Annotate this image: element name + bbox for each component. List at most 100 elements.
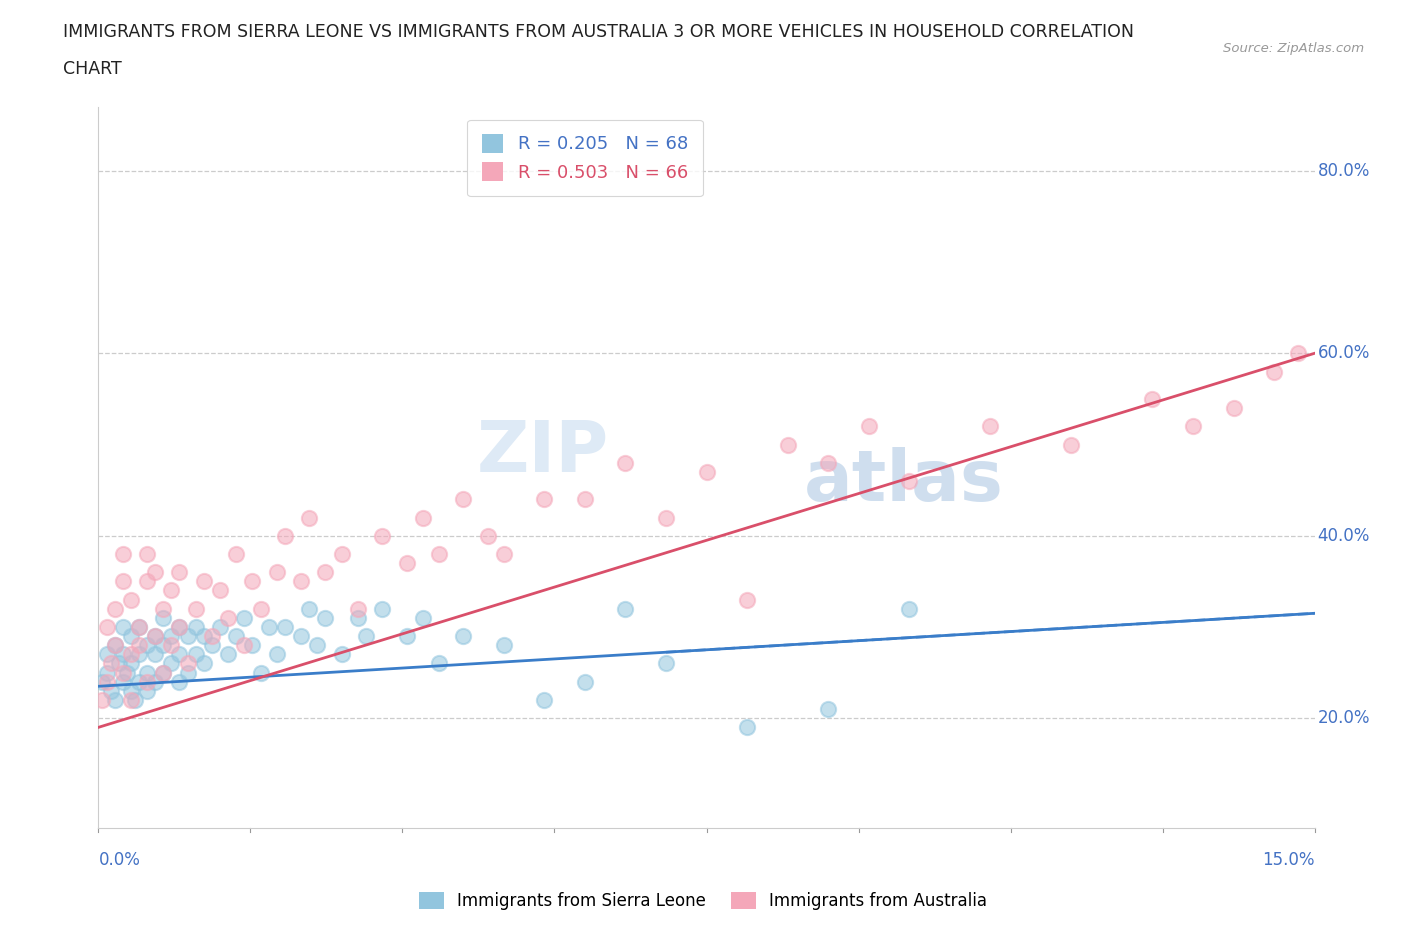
Point [242, 638, 264, 653]
Point [128, 674, 150, 689]
Point [111, 674, 134, 689]
Point [898, 473, 921, 488]
Point [120, 592, 142, 607]
Point [128, 619, 150, 634]
Point [427, 656, 450, 671]
Point [107, 656, 129, 671]
Point [111, 547, 134, 562]
Point [533, 693, 555, 708]
Point [136, 674, 159, 689]
Point [201, 638, 224, 653]
Point [193, 629, 215, 644]
Point [533, 492, 555, 507]
Point [225, 629, 247, 644]
Point [249, 665, 271, 680]
Point [143, 565, 166, 579]
Point [91, 674, 114, 689]
Point [395, 629, 418, 644]
Point [614, 456, 637, 471]
Point [290, 629, 312, 644]
Point [120, 647, 142, 662]
Point [128, 638, 150, 653]
Point [201, 629, 224, 644]
Point [776, 437, 799, 452]
Point [1222, 401, 1244, 416]
Point [169, 619, 191, 634]
Point [124, 693, 146, 708]
Point [136, 574, 159, 589]
Text: 15.0%: 15.0% [1263, 851, 1315, 869]
Point [298, 602, 321, 617]
Point [477, 528, 499, 543]
Point [120, 629, 142, 644]
Point [96, 674, 118, 689]
Point [614, 602, 637, 617]
Point [492, 638, 515, 653]
Text: Source: ZipAtlas.com: Source: ZipAtlas.com [1223, 42, 1364, 55]
Point [176, 656, 198, 671]
Point [655, 510, 678, 525]
Point [242, 574, 264, 589]
Point [655, 656, 678, 671]
Point [412, 610, 434, 625]
Point [979, 418, 1001, 433]
Point [111, 665, 134, 680]
Point [1286, 346, 1309, 361]
Point [492, 547, 515, 562]
Point [696, 464, 718, 479]
Point [176, 629, 198, 644]
Point [104, 693, 127, 708]
Point [307, 638, 329, 653]
Point [152, 638, 174, 653]
Point [574, 492, 596, 507]
Text: CHART: CHART [63, 60, 122, 78]
Point [249, 602, 271, 617]
Point [120, 693, 142, 708]
Point [184, 602, 207, 617]
Point [735, 592, 758, 607]
Point [1060, 437, 1083, 452]
Point [735, 720, 758, 735]
Point [96, 647, 118, 662]
Point [427, 547, 450, 562]
Point [1182, 418, 1205, 433]
Point [354, 629, 377, 644]
Point [169, 674, 191, 689]
Point [143, 674, 166, 689]
Point [120, 656, 142, 671]
Point [453, 629, 475, 644]
Point [193, 574, 215, 589]
Point [184, 619, 207, 634]
Point [298, 510, 321, 525]
Point [266, 565, 288, 579]
Point [128, 647, 150, 662]
Point [120, 684, 142, 698]
Point [898, 602, 921, 617]
Point [412, 510, 434, 525]
Point [209, 619, 232, 634]
Text: 60.0%: 60.0% [1317, 344, 1369, 363]
Point [100, 656, 122, 671]
Point [111, 647, 134, 662]
Point [104, 602, 127, 617]
Point [193, 656, 215, 671]
Text: IMMIGRANTS FROM SIERRA LEONE VS IMMIGRANTS FROM AUSTRALIA 3 OR MORE VEHICLES IN : IMMIGRANTS FROM SIERRA LEONE VS IMMIGRAN… [63, 23, 1135, 41]
Point [858, 418, 880, 433]
Point [111, 619, 134, 634]
Point [347, 610, 370, 625]
Point [143, 629, 166, 644]
Point [290, 574, 312, 589]
Point [453, 492, 475, 507]
Text: 40.0%: 40.0% [1317, 526, 1369, 545]
Point [233, 610, 256, 625]
Point [115, 665, 138, 680]
Point [574, 674, 596, 689]
Point [217, 610, 239, 625]
Point [152, 665, 174, 680]
Point [330, 647, 353, 662]
Text: 20.0%: 20.0% [1317, 710, 1369, 727]
Point [160, 629, 183, 644]
Point [160, 583, 183, 598]
Point [1142, 392, 1164, 406]
Point [96, 619, 118, 634]
